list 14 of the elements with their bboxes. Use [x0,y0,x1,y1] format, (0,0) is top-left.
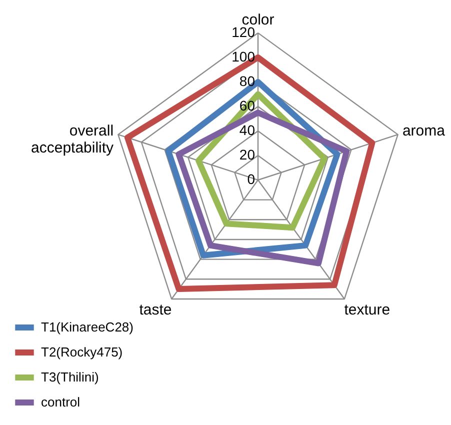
spoke-label: aroma [402,122,446,140]
legend-label: T1(KinareeC28) [41,320,134,334]
legend-label: control [41,394,80,410]
y-tick-label: 40 [239,122,256,138]
spoke-label: overall acceptability [31,122,114,156]
spoke-label: texture [344,302,390,319]
y-tick-label: 120 [232,24,256,40]
spoke-label: taste [139,302,172,319]
y-tick-label: 80 [239,72,256,89]
y-tick-label: 100 [232,48,256,64]
legend-label: T3(Thilini) [41,370,99,384]
y-tick-label: 20 [239,146,256,162]
y-tick-label: 0 [247,171,256,187]
legend-label: T2(Rocky475) [41,344,123,360]
